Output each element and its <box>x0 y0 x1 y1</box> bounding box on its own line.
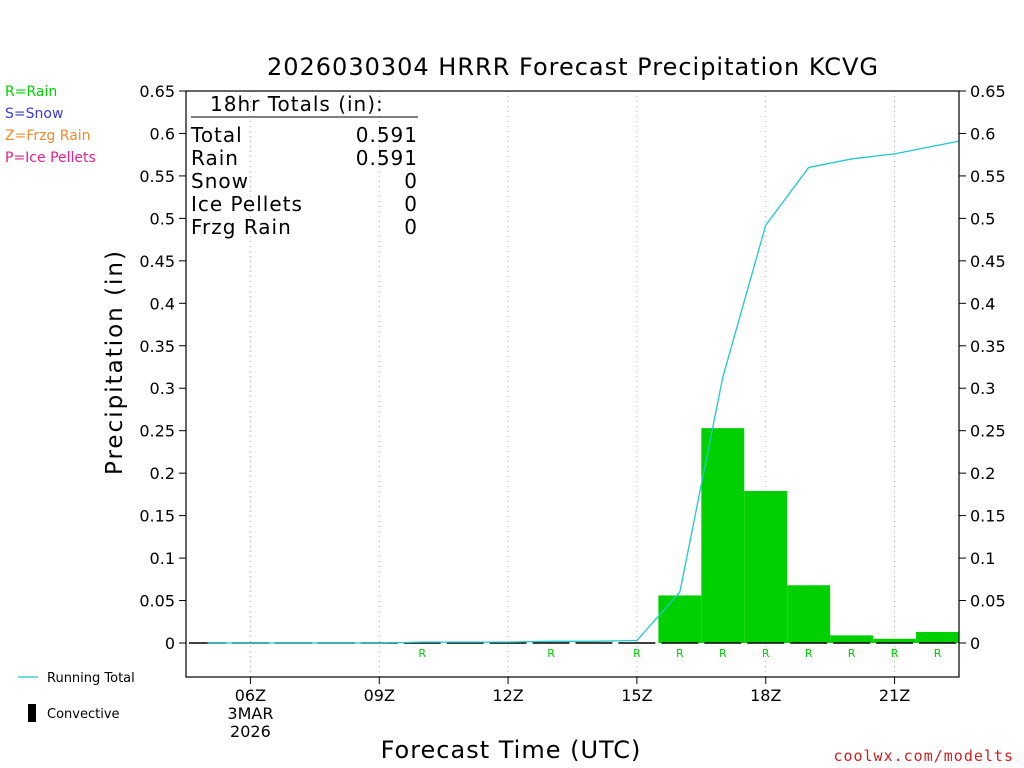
y-axis-right: 0 0.05 0.1 0.15 0.2 0.25 0.3 0.35 0.4 0.45 0.5 0.55… <box>959 82 1006 653</box>
xtick-label: 09Z <box>364 686 395 705</box>
credit-link[interactable]: coolwx.com/modelts <box>833 747 1014 765</box>
ytick-left-label: 0.05 <box>139 592 175 611</box>
xtick-label: 06Z <box>235 686 266 705</box>
ptype-label-r: R <box>805 647 813 660</box>
ytick-right-label: 0.3 <box>970 379 995 398</box>
ytick-right-label: 0.4 <box>970 294 995 313</box>
ytick-left-label: 0.65 <box>139 82 175 101</box>
ytick-left-label: 0.25 <box>139 422 175 441</box>
ytick-left-label: 0.35 <box>139 337 175 356</box>
precip-bar-21 <box>873 638 917 643</box>
ytick-right-label: 0.05 <box>970 592 1006 611</box>
ytick-left-label: 0.55 <box>139 167 175 186</box>
xtick-label: 12Z <box>492 686 523 705</box>
bars-group <box>189 428 959 644</box>
legend-ptype-frzg-rain: Z=Frzg Rain <box>5 128 91 144</box>
ptype-label-r: R <box>418 647 426 660</box>
totals-label-frzg-rain: Frzg Rain <box>191 215 292 239</box>
ytick-right-label: 0.1 <box>970 549 995 568</box>
plot-frame <box>185 90 960 678</box>
ptype-label-r: R <box>719 647 727 660</box>
legend-ptype-rain: R=Rain <box>5 84 57 100</box>
running-total-label: Running Total <box>47 671 135 686</box>
totals-value-frzg-rain: 0 <box>404 215 418 239</box>
ptype-label-r: R <box>762 647 770 660</box>
running-total-line <box>207 140 960 644</box>
precip-bar-20 <box>830 635 874 643</box>
totals-value-total: 0.591 <box>356 123 418 147</box>
ytick-right-label: 0.35 <box>970 337 1006 356</box>
convective-label: Convective <box>47 707 120 722</box>
ytick-left-label: 0.15 <box>139 507 175 526</box>
totals-value-ice-pellets: 0 <box>404 192 418 216</box>
xtick-label: 15Z <box>621 686 652 705</box>
ptype-label-r: R <box>633 647 641 660</box>
precip-bar-19 <box>787 585 831 643</box>
ytick-right-label: 0.65 <box>970 82 1006 101</box>
xtick-label: 21Z <box>879 686 910 705</box>
convective-swatch <box>28 704 36 722</box>
legend-ptype-snow: S=Snow <box>5 106 63 122</box>
ytick-left-label: 0 <box>165 634 175 653</box>
totals-label-ice-pellets: Ice Pellets <box>191 192 303 216</box>
precip-bar-22 <box>916 631 959 643</box>
y-axis-title: Precipitation (in) <box>102 249 128 475</box>
legend-ptype-ice-pellets: P=Ice Pellets <box>5 150 96 166</box>
ytick-left-label: 0.3 <box>150 379 175 398</box>
x-axis-title: Forecast Time (UTC) <box>381 736 642 764</box>
totals-header: 18hr Totals (in): <box>210 92 384 116</box>
precip-bar-18 <box>744 490 788 643</box>
ytick-left-label: 0.2 <box>150 464 175 483</box>
running-total-group <box>207 140 960 644</box>
ytick-left-label: 0.1 <box>150 549 175 568</box>
y-axis-left: 0 0.05 0.1 0.15 0.2 0.25 0.3 0.35 0.4 0.45 0.5 0.55… <box>139 82 186 653</box>
ytick-left-label: 0.4 <box>150 294 175 313</box>
totals-value-snow: 0 <box>404 169 418 193</box>
ytick-right-label: 0.5 <box>970 209 995 228</box>
ytick-right-label: 0.6 <box>970 124 995 143</box>
ytick-right-label: 0.2 <box>970 464 995 483</box>
ptype-label-r: R <box>848 647 856 660</box>
totals-value-rain: 0.591 <box>356 146 418 170</box>
ytick-right-label: 0.25 <box>970 422 1006 441</box>
ytick-right-label: 0 <box>970 634 980 653</box>
convective-legend: Convective <box>28 704 120 722</box>
totals-box: 18hr Totals (in): Total 0.591 Rain 0.591 Sno… <box>190 92 418 239</box>
xtick-label: 18Z <box>750 686 781 705</box>
precip-bar-17 <box>701 428 745 643</box>
totals-label-rain: Rain <box>191 146 239 170</box>
ptype-label-r: R <box>547 647 555 660</box>
totals-label-total: Total <box>190 123 243 147</box>
ptype-label-r: R <box>891 647 899 660</box>
precip-bar-16 <box>658 595 702 643</box>
ytick-right-label: 0.55 <box>970 167 1006 186</box>
ytick-right-label: 0.45 <box>970 252 1006 271</box>
xtick-year: 2026 <box>230 722 271 741</box>
ytick-left-label: 0.6 <box>150 124 175 143</box>
running-total-legend: Running Total <box>18 671 135 686</box>
totals-label-snow: Snow <box>191 169 249 193</box>
xtick-date: 3MAR <box>227 704 273 723</box>
ytick-left-label: 0.45 <box>139 252 175 271</box>
ytick-left-label: 0.5 <box>150 209 175 228</box>
ptype-label-r: R <box>934 647 942 660</box>
ytick-right-label: 0.15 <box>970 507 1006 526</box>
ptype-label-r: R <box>676 647 684 660</box>
chart-title: 2026030304 HRRR Forecast Precipitation K… <box>267 53 879 81</box>
ptype-legend: R=Rain S=Snow Z=Frzg Rain P=Ice Pellets <box>5 84 96 166</box>
